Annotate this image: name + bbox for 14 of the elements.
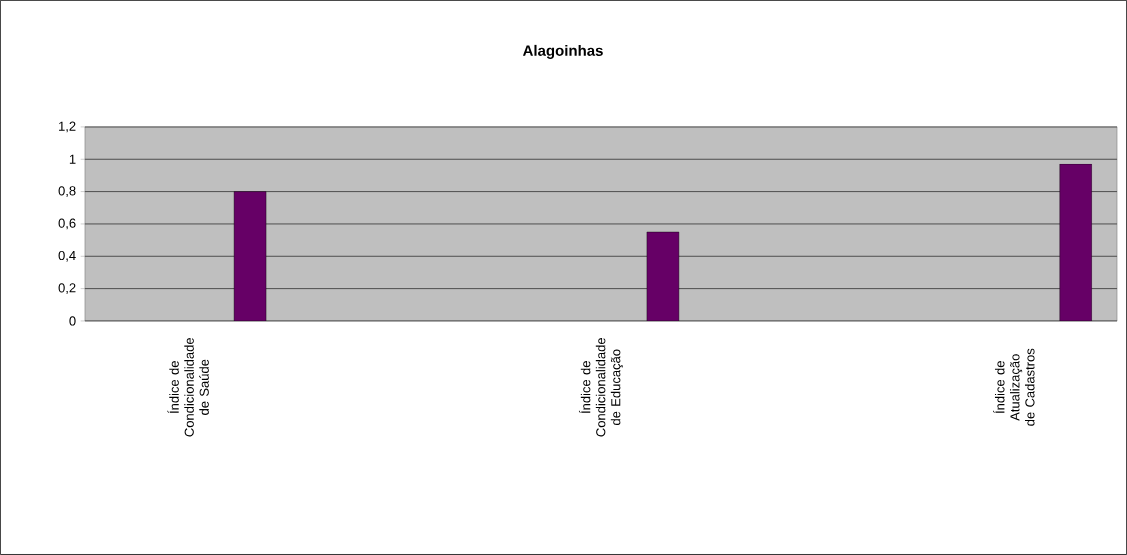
y-tick-label: 0,8 [58,186,76,198]
y-tick-label: 1 [69,154,76,164]
bar [646,231,680,321]
y-tick-label: 0,6 [58,218,76,230]
x-tick-label: Índice de Atualização de Cadastros [993,348,1035,426]
y-tick-label: 0 [69,316,76,326]
chart-title: Alagoinhas [522,44,603,59]
bar [1059,163,1092,321]
y-tick-label: 0,2 [58,283,76,295]
bar [233,191,267,321]
x-tick-label: Índice de Condicionalidade de Educação [578,338,624,437]
y-tick-label: 1,2 [59,121,76,133]
y-tick-label: 0,4 [58,250,76,262]
x-tick-label: Índice de Condicionalidade de Saúde [167,338,209,437]
